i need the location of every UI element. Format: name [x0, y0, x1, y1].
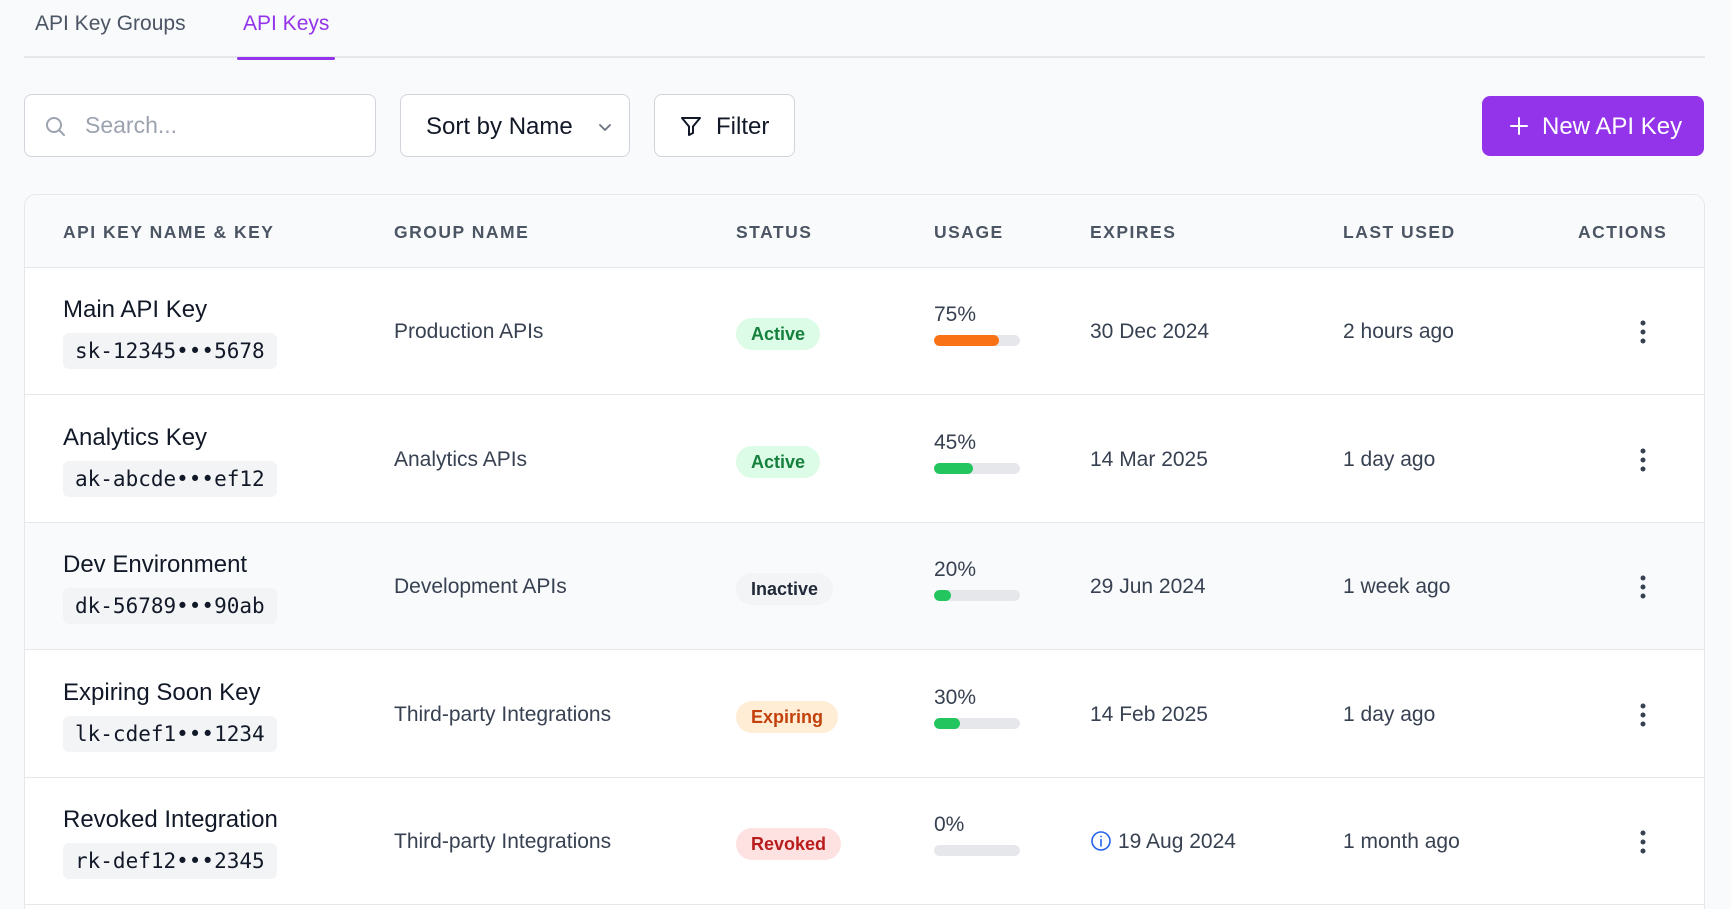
column-header-usage: USAGE: [934, 222, 1004, 242]
usage-bar: [934, 590, 1020, 601]
table-row[interactable]: Main API Key sk-12345•••5678 Production AP…: [25, 268, 1704, 395]
expires-date-text: 19 Aug 2024: [1118, 830, 1236, 853]
usage-bar: [934, 717, 1020, 729]
table-row[interactable]: Dev Environment dk-56789•••90ab Developmen…: [25, 523, 1704, 650]
column-header-expires: EXPIRES: [1090, 222, 1177, 242]
usage-percent: 30%: [934, 685, 977, 709]
more-vertical-icon[interactable]: [1629, 312, 1657, 352]
last-used: 1 day ago: [1343, 702, 1436, 726]
api-keys-table: API KEY NAME & KEY GROUP NAME STATUS USA…: [24, 194, 1705, 909]
expires-date: 29 Jun 2024: [1090, 575, 1206, 599]
table-row[interactable]: Expiring Soon Key lk-cdef1•••1234 Third-pa…: [25, 650, 1704, 778]
api-key-name[interactable]: Main API Key: [63, 296, 208, 323]
usage-percent: 20%: [934, 558, 977, 581]
usage-bar-fill: [934, 717, 960, 729]
group-name: Analytics APIs: [394, 447, 528, 471]
api-key-name[interactable]: Revoked Integration: [63, 806, 278, 833]
table-row[interactable]: Revoked Integration rk-def12•••2345 Third-…: [25, 778, 1704, 905]
status-badge: Revoked: [736, 828, 842, 860]
new-api-key-label: New API Key: [1542, 113, 1683, 140]
column-header-name: API KEY NAME & KEY: [63, 222, 275, 242]
last-used: 2 hours ago: [1343, 320, 1454, 343]
chevron-down-icon: [599, 124, 611, 131]
group-name: Third-party Integrations: [394, 830, 612, 853]
group-name: Third-party Integrations: [394, 702, 612, 726]
more-vertical-icon[interactable]: [1629, 440, 1657, 480]
last-used: 1 week ago: [1343, 575, 1451, 598]
tab-bar: API Key Groups API Keys: [24, 0, 1705, 60]
table-header: API KEY NAME & KEY GROUP NAME STATUS USA…: [25, 195, 1704, 268]
expires-date: 14 Mar 2025: [1090, 448, 1208, 472]
status-badge: Inactive: [736, 573, 834, 605]
api-key-name[interactable]: Analytics Key: [63, 423, 208, 451]
api-key-value: sk-12345•••5678: [63, 333, 277, 369]
api-key-value: dk-56789•••90ab: [63, 588, 277, 624]
api-key-name[interactable]: Expiring Soon Key: [63, 678, 261, 706]
expires-date: 14 Feb 2025: [1090, 703, 1208, 727]
last-used: 1 month ago: [1343, 830, 1460, 853]
column-header-last-used: LAST USED: [1343, 222, 1456, 242]
group-name: Production APIs: [394, 320, 544, 343]
filter-label: Filter: [716, 113, 770, 140]
usage-percent: 0%: [934, 813, 965, 836]
status-badge: Active: [736, 445, 821, 478]
usage-bar-fill: [934, 590, 952, 601]
tab-api-key-groups[interactable]: API Key Groups: [35, 12, 186, 35]
usage-bar-fill: [934, 335, 999, 346]
api-key-value: ak-abcde•••ef12: [63, 460, 277, 497]
expires-date: 19 Aug 2024: [1090, 830, 1236, 854]
api-key-value: lk-cdef1•••1234: [63, 715, 277, 752]
last-used: 1 day ago: [1343, 447, 1436, 471]
usage-bar: [934, 335, 1020, 346]
search-input[interactable]: [85, 95, 365, 155]
expires-date-text: 29 Jun 2024: [1090, 575, 1206, 598]
new-api-key-button[interactable]: New API Key: [1482, 96, 1704, 156]
sort-dropdown[interactable]: Sort by Name: [400, 94, 630, 157]
table-row[interactable]: Analytics Key ak-abcde•••ef12 Analytics AP…: [25, 395, 1704, 523]
filter-icon: [681, 117, 701, 136]
expires-date-text: 14 Mar 2025: [1090, 447, 1208, 471]
expires-date-text: 14 Feb 2025: [1090, 702, 1208, 726]
plus-icon: [1510, 117, 1528, 135]
more-vertical-icon[interactable]: [1629, 695, 1657, 735]
column-header-status: STATUS: [736, 222, 813, 242]
group-name: Development APIs: [394, 575, 567, 598]
tab-api-keys[interactable]: API Keys: [237, 12, 336, 60]
info-icon: [1091, 831, 1111, 851]
expires-date-text: 30 Dec 2024: [1090, 320, 1210, 343]
sort-label: Sort by Name: [426, 113, 573, 140]
usage-bar: [934, 845, 1020, 856]
more-vertical-icon[interactable]: [1629, 822, 1657, 862]
usage-percent: 45%: [934, 430, 977, 454]
more-vertical-icon[interactable]: [1629, 567, 1657, 607]
usage-percent: 75%: [934, 303, 977, 326]
api-key-name[interactable]: Dev Environment: [63, 551, 248, 578]
api-key-value: rk-def12•••2345: [63, 843, 277, 879]
column-header-group: GROUP NAME: [394, 222, 530, 242]
filter-button[interactable]: Filter: [654, 94, 795, 157]
usage-bar-fill: [934, 462, 973, 474]
status-badge: Expiring: [736, 700, 839, 733]
usage-bar: [934, 462, 1020, 474]
status-badge: Active: [736, 318, 821, 350]
search-icon: [46, 117, 65, 136]
search-box: [24, 94, 376, 157]
expires-date: 30 Dec 2024: [1090, 320, 1209, 344]
column-header-actions: ACTIONS: [1578, 222, 1668, 242]
